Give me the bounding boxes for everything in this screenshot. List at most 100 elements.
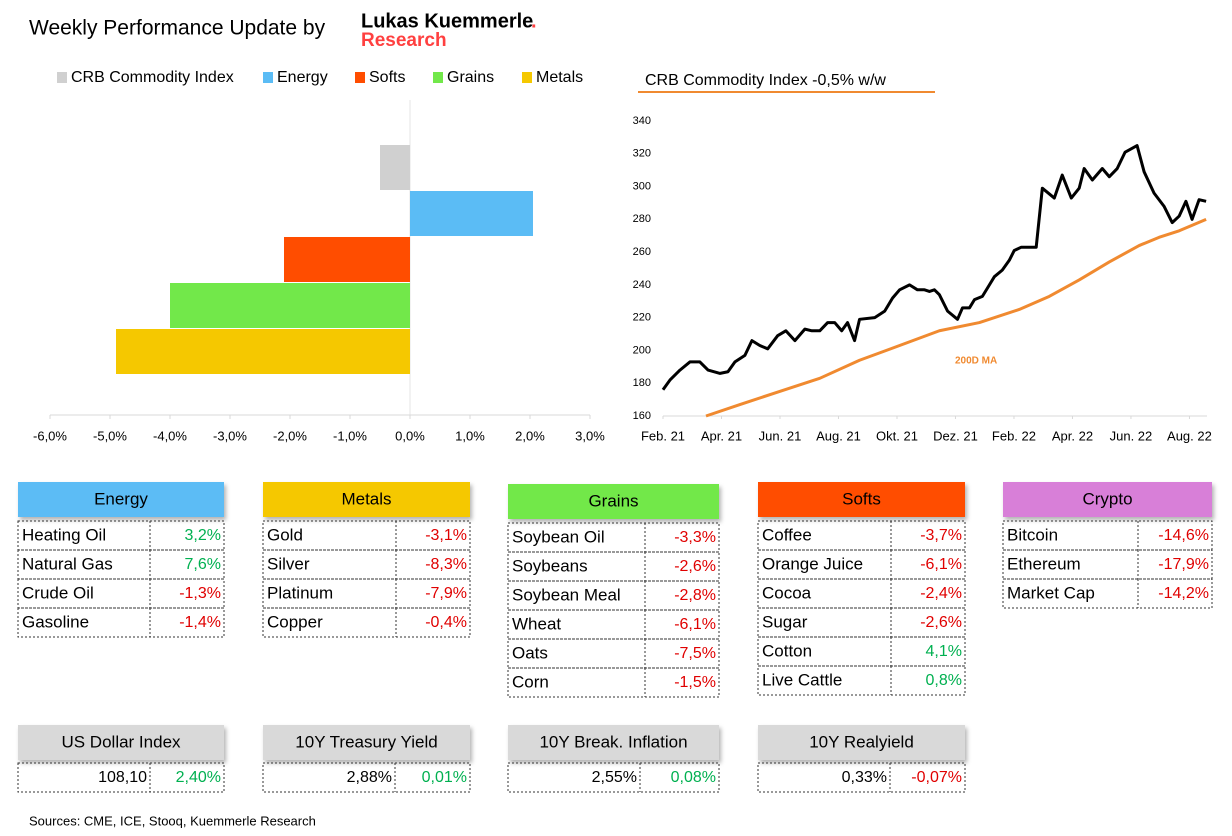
y-tick-label: 180 — [633, 377, 651, 389]
x-tick-label: Dez. 21 — [933, 428, 978, 443]
row-border — [757, 549, 966, 580]
row-border — [757, 520, 966, 551]
x-tick-label: Apr. 21 — [701, 428, 742, 443]
x-tick-label: Aug. 22 — [1167, 428, 1212, 443]
y-tick-label: 220 — [633, 312, 651, 324]
legend-swatch — [355, 72, 365, 83]
x-tick-label: Feb. 21 — [641, 428, 685, 443]
indicator-change: 2,40% — [176, 769, 221, 786]
row-border — [757, 636, 966, 667]
table-header — [508, 484, 719, 519]
y-tick-label: 260 — [633, 246, 651, 258]
row-name: Sugar — [762, 612, 808, 631]
table-header — [758, 482, 965, 517]
row-value: -14,6% — [1158, 527, 1209, 544]
line-chart-title: CRB Commodity Index -0,5% w/w — [645, 72, 886, 89]
row-name: Corn — [512, 672, 549, 691]
x-tick-label: -4,0% — [153, 428, 187, 443]
y-tick-label: 240 — [633, 279, 651, 291]
indicator-header — [263, 725, 470, 760]
row-border — [757, 762, 966, 793]
x-tick-label: Jun. 21 — [759, 428, 802, 443]
legend-label: CRB Commodity Index — [71, 69, 234, 86]
row-value: -7,9% — [425, 585, 467, 602]
row-border — [17, 762, 225, 793]
row-name: Heating Oil — [22, 525, 106, 544]
row-border — [507, 667, 720, 698]
legend-swatch — [57, 72, 67, 83]
line — [661, 144, 1207, 391]
x-tick-label: -6,0% — [33, 428, 67, 443]
row-value: -3,3% — [674, 529, 716, 546]
row-border — [507, 762, 720, 793]
row-name: Natural Gas — [22, 554, 113, 573]
brand-sub: Research — [361, 30, 447, 51]
row-name: Silver — [267, 554, 310, 573]
table-title: Grains — [588, 491, 638, 510]
x-tick-label: -5,0% — [93, 428, 127, 443]
x-tick-label: -2,0% — [273, 428, 307, 443]
indicator-title: 10Y Break. Inflation — [539, 732, 687, 751]
row-value: -14,2% — [1158, 585, 1209, 602]
row-value: -1,5% — [674, 674, 716, 691]
row-name: Platinum — [267, 583, 333, 602]
table-title: Energy — [94, 489, 148, 508]
brand: Lukas Kuemmerle — [361, 10, 533, 32]
row-name: Bitcoin — [1007, 525, 1058, 544]
series-label: 200D MA — [955, 356, 997, 367]
legend-swatch — [522, 72, 532, 83]
line — [705, 217, 1207, 418]
x-tick-label: -1,0% — [333, 428, 367, 443]
x-tick-label: Aug. 21 — [816, 428, 861, 443]
bar — [116, 329, 410, 374]
row-name: Soybean Meal — [512, 585, 621, 604]
row-value: -6,1% — [920, 556, 962, 573]
y-tick-label: 280 — [633, 213, 651, 225]
row-border — [757, 665, 966, 696]
indicator-title: 10Y Treasury Yield — [295, 732, 437, 751]
row-border — [757, 578, 966, 609]
table-header — [263, 482, 470, 517]
row-value: -6,1% — [674, 616, 716, 633]
row-name: Coffee — [762, 525, 812, 544]
row-value: -1,4% — [179, 614, 221, 631]
row-value: -2,4% — [920, 585, 962, 602]
x-tick-label: 1,0% — [455, 428, 485, 443]
row-border — [262, 607, 471, 638]
row-name: Cocoa — [762, 583, 812, 602]
row-border — [262, 520, 471, 551]
row-border — [17, 549, 225, 580]
row-value: -1,3% — [179, 585, 221, 602]
x-tick-label: Apr. 22 — [1052, 428, 1093, 443]
legend-swatch — [433, 72, 443, 83]
legend-label: Metals — [536, 69, 583, 86]
row-name: Oats — [512, 643, 548, 662]
row-border — [262, 762, 471, 793]
row-value: -2,6% — [674, 558, 716, 575]
row-value: 3,2% — [185, 527, 221, 544]
row-name: Ethereum — [1007, 554, 1081, 573]
indicator-header — [758, 725, 965, 760]
row-border — [17, 578, 225, 609]
row-name: Cotton — [762, 641, 812, 660]
indicator-change: 0,01% — [422, 769, 467, 786]
row-name: Gold — [267, 525, 303, 544]
bar — [380, 145, 410, 190]
row-value: -3,7% — [920, 527, 962, 544]
table-header — [18, 482, 224, 517]
row-border — [1002, 520, 1213, 551]
indicator-title: US Dollar Index — [61, 732, 181, 751]
row-border — [262, 549, 471, 580]
row-name: Market Cap — [1007, 583, 1095, 602]
indicator-value: 2,55% — [592, 769, 637, 786]
row-name: Crude Oil — [22, 583, 94, 602]
row-name: Copper — [267, 612, 323, 631]
row-border — [262, 578, 471, 609]
table-title: Metals — [341, 489, 391, 508]
row-value: 7,6% — [185, 556, 221, 573]
title: Weekly Performance Update by — [29, 17, 326, 40]
table-header — [1003, 482, 1212, 517]
x-tick-label: Feb. 22 — [992, 428, 1036, 443]
